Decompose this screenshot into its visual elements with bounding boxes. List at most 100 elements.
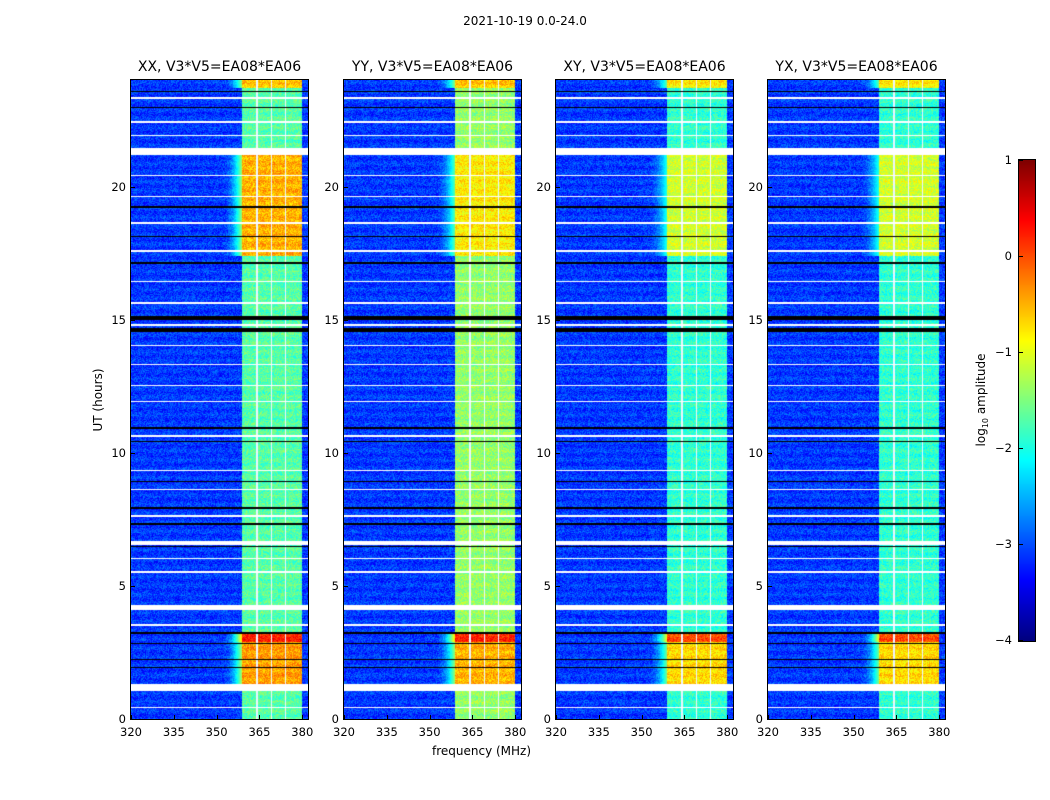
x-tick-label: 350	[418, 725, 441, 739]
x-tick-mark	[386, 715, 388, 719]
figure-title: 2021-10-19 0.0-24.0	[463, 14, 587, 28]
y-tick-label: 10	[748, 445, 763, 460]
x-tick-label: 320	[333, 725, 355, 739]
y-tick-label: 10	[536, 445, 551, 460]
x-tick-label: 365	[885, 725, 908, 739]
x-tick-mark	[429, 715, 431, 719]
y-tick-label: 0	[755, 712, 763, 726]
x-tick-mark	[598, 715, 600, 719]
y-tick-mark	[131, 319, 135, 321]
colorbar-tick-label: 0	[1004, 249, 1012, 263]
x-tick-label: 350	[630, 725, 653, 739]
panel-title: XX, V3*V5=EA08*EA06	[137, 59, 302, 75]
y-tick-label: 10	[324, 445, 339, 460]
x-tick-mark	[896, 715, 898, 719]
x-tick-mark	[216, 715, 218, 719]
x-tick-mark	[173, 715, 175, 719]
colorbar	[1018, 159, 1036, 642]
y-tick-label: 15	[111, 312, 126, 327]
x-tick-mark	[768, 715, 769, 719]
y-tick-label: 20	[324, 179, 339, 194]
y-tick-mark	[344, 452, 348, 454]
y-axis-label: UT (hours)	[91, 368, 105, 432]
x-tick-label: 380	[504, 725, 527, 739]
y-tick-mark	[768, 719, 772, 720]
y-tick-label: 5	[118, 578, 126, 593]
y-tick-mark	[768, 452, 772, 454]
colorbar-tick-mark	[1019, 256, 1023, 257]
y-tick-mark	[131, 452, 135, 454]
x-tick-mark	[727, 715, 729, 719]
heatmap-canvas	[344, 80, 521, 719]
colorbar-tick-label: 1	[1004, 153, 1012, 167]
y-tick-label: 15	[748, 312, 763, 327]
x-tick-mark	[939, 715, 941, 719]
colorbar-label-sub: 10	[981, 417, 991, 429]
x-tick-mark	[131, 715, 132, 719]
y-tick-mark	[556, 719, 560, 720]
y-tick-mark	[131, 585, 135, 587]
x-tick-label: 320	[757, 725, 779, 739]
colorbar-tick-mark	[1019, 352, 1023, 353]
heatmap-panel	[343, 79, 522, 720]
y-tick-mark	[556, 319, 560, 321]
y-tick-label: 20	[748, 179, 763, 194]
x-tick-label: 365	[248, 725, 271, 739]
heatmap-panel	[130, 79, 309, 720]
x-tick-label: 380	[928, 725, 951, 739]
x-axis-label: frequency (MHz)	[432, 744, 532, 758]
y-tick-mark	[344, 719, 348, 720]
y-tick-label: 5	[755, 578, 763, 593]
x-tick-label: 350	[205, 725, 228, 739]
x-tick-mark	[515, 715, 517, 719]
y-tick-mark	[556, 452, 560, 454]
y-tick-mark	[344, 319, 348, 321]
y-tick-mark	[768, 585, 772, 587]
x-tick-mark	[556, 715, 557, 719]
y-tick-mark	[131, 186, 135, 188]
x-tick-label: 380	[716, 725, 739, 739]
y-tick-mark	[556, 585, 560, 587]
x-tick-mark	[259, 715, 261, 719]
y-tick-label: 20	[111, 179, 126, 194]
colorbar-tick-mark	[1019, 640, 1023, 641]
x-tick-mark	[810, 715, 812, 719]
colorbar-tick-mark	[1019, 448, 1023, 449]
colorbar-tick-label: −3	[995, 537, 1012, 551]
y-tick-label: 15	[536, 312, 551, 327]
x-tick-label: 320	[545, 725, 567, 739]
y-tick-label: 10	[111, 445, 126, 460]
panel-title: YY, V3*V5=EA08*EA06	[351, 59, 514, 75]
x-tick-label: 380	[291, 725, 314, 739]
colorbar-label-rest: amplitude	[973, 353, 988, 418]
panel-title: XY, V3*V5=EA08*EA06	[563, 59, 726, 75]
y-tick-mark	[344, 585, 348, 587]
x-tick-label: 335	[375, 725, 398, 739]
colorbar-tick-label: −4	[995, 633, 1012, 647]
x-tick-label: 365	[673, 725, 696, 739]
colorbar-tick-mark	[1019, 544, 1023, 545]
x-tick-label: 365	[461, 725, 484, 739]
colorbar-tick-mark	[1019, 160, 1023, 161]
x-tick-label: 320	[120, 725, 142, 739]
x-tick-mark	[641, 715, 643, 719]
x-tick-mark	[853, 715, 855, 719]
colorbar-gradient	[1019, 160, 1035, 641]
y-tick-mark	[768, 186, 772, 188]
y-tick-label: 20	[536, 179, 551, 194]
heatmap-panel	[555, 79, 734, 720]
colorbar-label: log10 amplitude	[974, 354, 990, 447]
colorbar-tick-label: −2	[995, 441, 1012, 455]
x-tick-label: 335	[162, 725, 185, 739]
x-tick-mark	[302, 715, 304, 719]
x-tick-mark	[344, 715, 345, 719]
x-tick-label: 335	[587, 725, 610, 739]
y-tick-label: 5	[543, 578, 551, 593]
heatmap-canvas	[768, 80, 945, 719]
y-tick-mark	[556, 186, 560, 188]
x-tick-label: 350	[842, 725, 865, 739]
y-tick-label: 15	[324, 312, 339, 327]
heatmap-canvas	[131, 80, 308, 719]
x-tick-mark	[684, 715, 686, 719]
